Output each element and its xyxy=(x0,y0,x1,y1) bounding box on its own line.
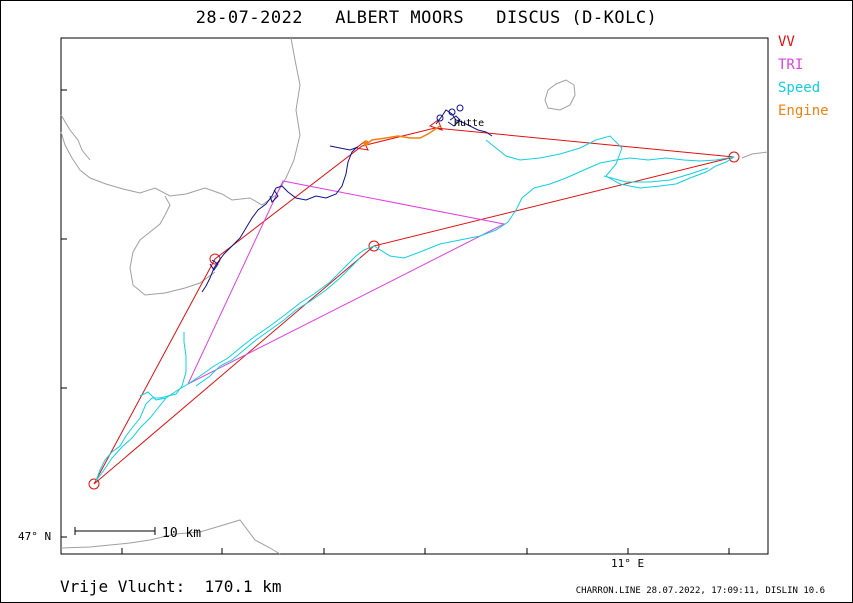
country-borders xyxy=(60,37,769,555)
turnpoint-marker xyxy=(354,141,369,151)
turnpoint-marker xyxy=(728,151,740,163)
map-title: 28-07-2022 ALBERT MOORS DISCUS (D-KOLC) xyxy=(195,8,658,28)
climb-track xyxy=(201,104,493,293)
longitude-label: 11° E xyxy=(611,557,645,570)
speed-track xyxy=(95,135,735,482)
engine-track xyxy=(363,125,441,147)
turnpoint-marker xyxy=(88,478,100,490)
left-axis-ticks xyxy=(61,89,67,538)
source-info: CHARRON.LINE 28.07.2022, 17:09:11, DISLI… xyxy=(575,586,825,596)
tri-task-lines xyxy=(187,180,506,385)
legend-tri: TRI xyxy=(778,57,804,73)
bottom-axis-ticks xyxy=(121,548,730,554)
legend-speed: Speed xyxy=(778,80,821,96)
plot-area xyxy=(60,37,769,555)
scale-bar xyxy=(74,527,156,535)
place-label-hutte: Hutte xyxy=(454,118,485,129)
distance-summary: Vrije Vlucht: 170.1 km xyxy=(60,577,282,596)
legend-vv: VV xyxy=(778,34,795,50)
turnpoint-marker xyxy=(368,240,380,252)
vv-task-lines xyxy=(93,127,735,485)
scale-bar-label: 10 km xyxy=(162,526,202,541)
vv-turnpoints xyxy=(88,119,740,490)
latitude-label: 47° N xyxy=(18,530,52,543)
legend-engine: Engine xyxy=(778,103,829,119)
